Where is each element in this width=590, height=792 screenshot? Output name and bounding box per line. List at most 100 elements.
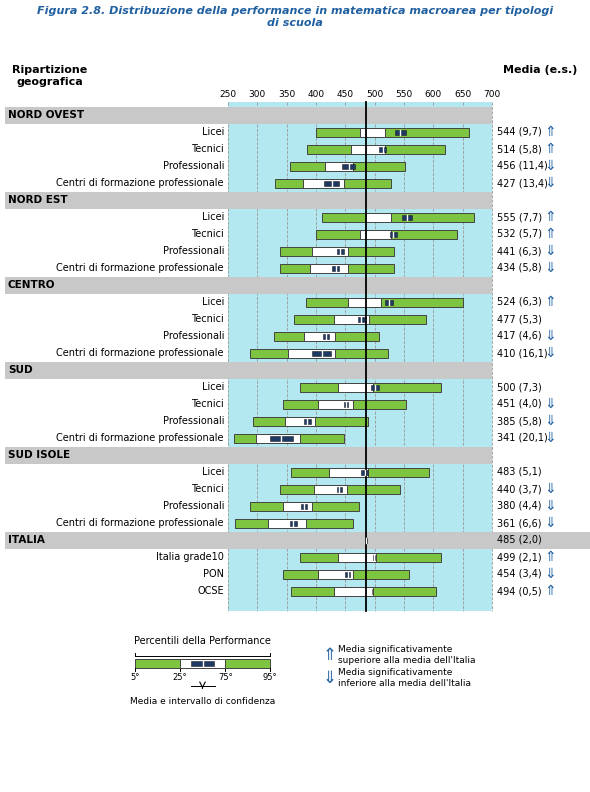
Bar bbox=[280, 246, 394, 256]
Text: ⇑: ⇑ bbox=[544, 210, 556, 224]
Text: 417 (4,6): 417 (4,6) bbox=[497, 331, 542, 341]
Bar bbox=[318, 399, 353, 409]
Bar bbox=[385, 299, 393, 304]
Bar bbox=[283, 569, 409, 578]
Text: 500 (7,3): 500 (7,3) bbox=[497, 382, 542, 392]
Text: 600: 600 bbox=[425, 90, 442, 99]
Text: 500: 500 bbox=[366, 90, 384, 99]
Text: Media e intervallo di confidenza: Media e intervallo di confidenza bbox=[130, 698, 275, 706]
Bar bbox=[338, 383, 373, 391]
Text: Italia grade10: Italia grade10 bbox=[156, 552, 224, 562]
Text: Tecnici: Tecnici bbox=[191, 144, 224, 154]
Text: Professionali: Professionali bbox=[162, 416, 224, 426]
Text: Professionali: Professionali bbox=[162, 331, 224, 341]
Bar bbox=[303, 178, 344, 188]
Bar bbox=[283, 501, 312, 511]
Bar bbox=[5, 192, 492, 208]
Bar bbox=[283, 399, 406, 409]
Bar bbox=[333, 587, 373, 596]
Text: ⇓: ⇓ bbox=[544, 516, 556, 530]
Text: Centri di formazione professionale: Centri di formazione professionale bbox=[57, 348, 224, 358]
Text: 440 (3,7): 440 (3,7) bbox=[497, 484, 542, 494]
Bar bbox=[286, 417, 315, 425]
Text: ⇓: ⇓ bbox=[544, 346, 556, 360]
Bar bbox=[250, 348, 388, 357]
Text: ⇓: ⇓ bbox=[544, 329, 556, 343]
Text: 514 (5,8): 514 (5,8) bbox=[497, 144, 542, 154]
Bar bbox=[5, 531, 492, 549]
Bar bbox=[291, 467, 430, 477]
Text: di scuola: di scuola bbox=[267, 18, 323, 28]
Text: ⇑: ⇑ bbox=[544, 295, 556, 309]
Text: ⇓: ⇓ bbox=[544, 176, 556, 190]
Bar bbox=[313, 351, 331, 356]
Text: Tecnici: Tecnici bbox=[191, 399, 224, 409]
Text: 350: 350 bbox=[278, 90, 295, 99]
Bar bbox=[337, 486, 342, 492]
Bar bbox=[336, 249, 343, 253]
Bar bbox=[290, 162, 405, 170]
Text: ⇓: ⇓ bbox=[544, 414, 556, 428]
Bar bbox=[5, 276, 492, 294]
Text: 385 (5,8): 385 (5,8) bbox=[497, 416, 542, 426]
Bar bbox=[270, 436, 293, 440]
Bar bbox=[361, 470, 368, 474]
Bar bbox=[325, 162, 353, 170]
Text: 477 (5,3): 477 (5,3) bbox=[497, 314, 542, 324]
Bar bbox=[373, 554, 375, 559]
Text: Tecnici: Tecnici bbox=[191, 229, 224, 239]
Bar bbox=[5, 447, 492, 463]
Text: ⇓: ⇓ bbox=[544, 159, 556, 173]
Text: ⇓: ⇓ bbox=[544, 244, 556, 258]
Text: Media (e.s.): Media (e.s.) bbox=[503, 65, 577, 75]
Text: 524 (6,3): 524 (6,3) bbox=[497, 297, 542, 307]
Bar bbox=[358, 317, 365, 322]
Bar bbox=[304, 418, 311, 424]
Text: ⇓: ⇓ bbox=[544, 261, 556, 275]
Text: ⇑: ⇑ bbox=[544, 125, 556, 139]
Bar bbox=[345, 572, 350, 577]
Bar bbox=[360, 128, 385, 136]
Bar bbox=[294, 314, 427, 323]
Bar bbox=[291, 587, 436, 596]
Bar bbox=[316, 128, 468, 136]
Bar bbox=[274, 332, 379, 341]
Bar bbox=[310, 264, 348, 272]
Text: Figura 2.8. Distribuzione della performance in matematica macroarea per tipologi: Figura 2.8. Distribuzione della performa… bbox=[37, 6, 553, 16]
Bar bbox=[256, 433, 300, 443]
Text: OCSE: OCSE bbox=[198, 586, 224, 596]
Text: 544 (9,7): 544 (9,7) bbox=[497, 127, 542, 137]
Text: ⇓: ⇓ bbox=[544, 397, 556, 411]
Bar bbox=[5, 106, 492, 124]
Text: Centri di formazione professionale: Centri di formazione professionale bbox=[57, 263, 224, 273]
Bar bbox=[5, 361, 492, 379]
Text: 451 (4,0): 451 (4,0) bbox=[497, 399, 542, 409]
Bar bbox=[332, 265, 339, 271]
Bar bbox=[253, 417, 368, 425]
Bar bbox=[280, 264, 394, 272]
Text: NORD OVEST: NORD OVEST bbox=[8, 110, 84, 120]
Text: Professionali: Professionali bbox=[162, 501, 224, 511]
Text: Percentili della Performance: Percentili della Performance bbox=[134, 637, 271, 646]
Bar bbox=[402, 215, 412, 219]
Text: Licei: Licei bbox=[202, 212, 224, 222]
Text: 454 (3,4): 454 (3,4) bbox=[497, 569, 542, 579]
Bar bbox=[290, 520, 297, 526]
Text: ⇑: ⇑ bbox=[544, 142, 556, 156]
Bar bbox=[250, 501, 359, 511]
Text: ⇑: ⇑ bbox=[544, 584, 556, 598]
Bar bbox=[322, 212, 474, 222]
Bar bbox=[329, 467, 368, 477]
Bar bbox=[379, 147, 386, 151]
Text: SUD: SUD bbox=[8, 365, 32, 375]
Bar bbox=[300, 553, 441, 562]
Text: PON: PON bbox=[203, 569, 224, 579]
Bar bbox=[301, 504, 307, 508]
Text: 25°: 25° bbox=[172, 672, 187, 681]
Text: 75°: 75° bbox=[218, 672, 233, 681]
Bar bbox=[268, 519, 306, 527]
Text: 700: 700 bbox=[483, 90, 501, 99]
Text: Licei: Licei bbox=[202, 467, 224, 477]
Bar bbox=[235, 519, 353, 527]
Text: 483 (5,1): 483 (5,1) bbox=[497, 467, 542, 477]
